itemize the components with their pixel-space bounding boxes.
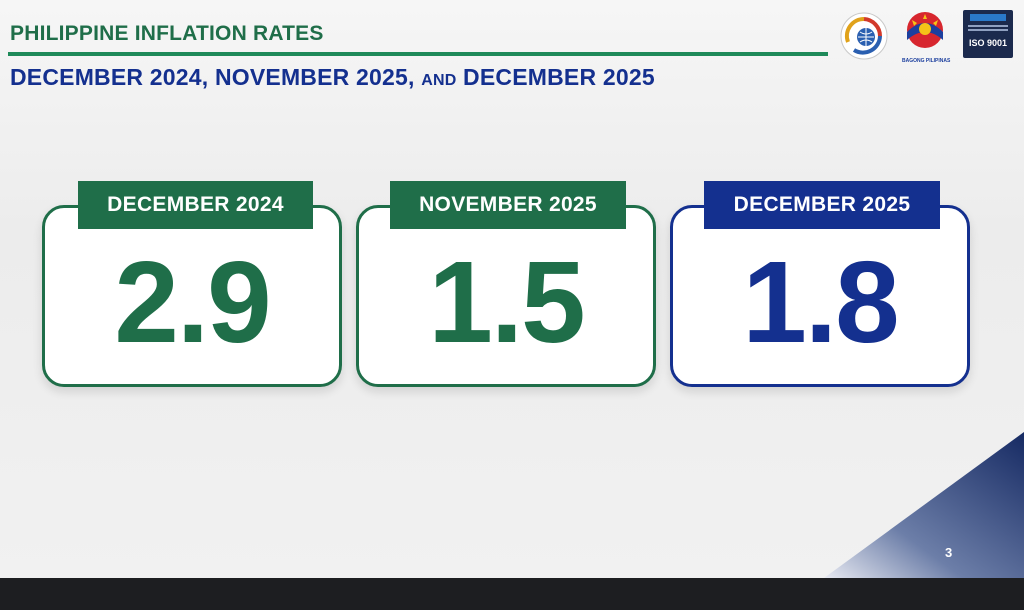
page-subtitle: DECEMBER 2024, NOVEMBER 2025, AND DECEMB… bbox=[10, 64, 655, 91]
bottom-bar bbox=[0, 578, 1024, 610]
inflation-card-december-2025: 1.8 bbox=[670, 205, 970, 387]
inflation-card-label: DECEMBER 2025 bbox=[704, 181, 940, 229]
iso-badge-header bbox=[970, 14, 1006, 21]
inflation-card-label: NOVEMBER 2025 bbox=[390, 181, 626, 229]
page-title: PHILIPPINE INFLATION RATES bbox=[10, 22, 324, 45]
page-number: 3 bbox=[945, 545, 953, 560]
bagong-pilipinas-logo: BAGONG PILIPINAS bbox=[902, 10, 951, 64]
slide: PHILIPPINE INFLATION RATES DECEMBER 2024… bbox=[0, 0, 1024, 578]
inflation-card-december-2024: 2.9 bbox=[42, 205, 342, 387]
inflation-card-label: DECEMBER 2024 bbox=[78, 181, 313, 229]
sun-star-icon bbox=[907, 12, 943, 48]
inflation-value: 1.5 bbox=[428, 237, 585, 367]
iso-9001-badge: ISO 9001 bbox=[963, 10, 1013, 58]
iso-badge-label: ISO 9001 bbox=[968, 38, 1008, 48]
title-divider bbox=[8, 52, 828, 56]
subtitle-text-and: AND bbox=[421, 72, 457, 89]
bagong-pilipinas-label: BAGONG PILIPINAS bbox=[902, 58, 951, 64]
corner-decoration bbox=[824, 432, 1024, 578]
inflation-value: 2.9 bbox=[114, 237, 271, 367]
iso-badge-lines bbox=[968, 25, 1008, 33]
subtitle-text-part2: DECEMBER 2025 bbox=[456, 64, 655, 90]
subtitle-text-part1: DECEMBER 2024, NOVEMBER 2025, bbox=[10, 64, 422, 90]
psa-seal-logo bbox=[840, 12, 888, 60]
inflation-card-november-2025: 1.5 bbox=[356, 205, 656, 387]
inflation-value: 1.8 bbox=[742, 237, 899, 367]
